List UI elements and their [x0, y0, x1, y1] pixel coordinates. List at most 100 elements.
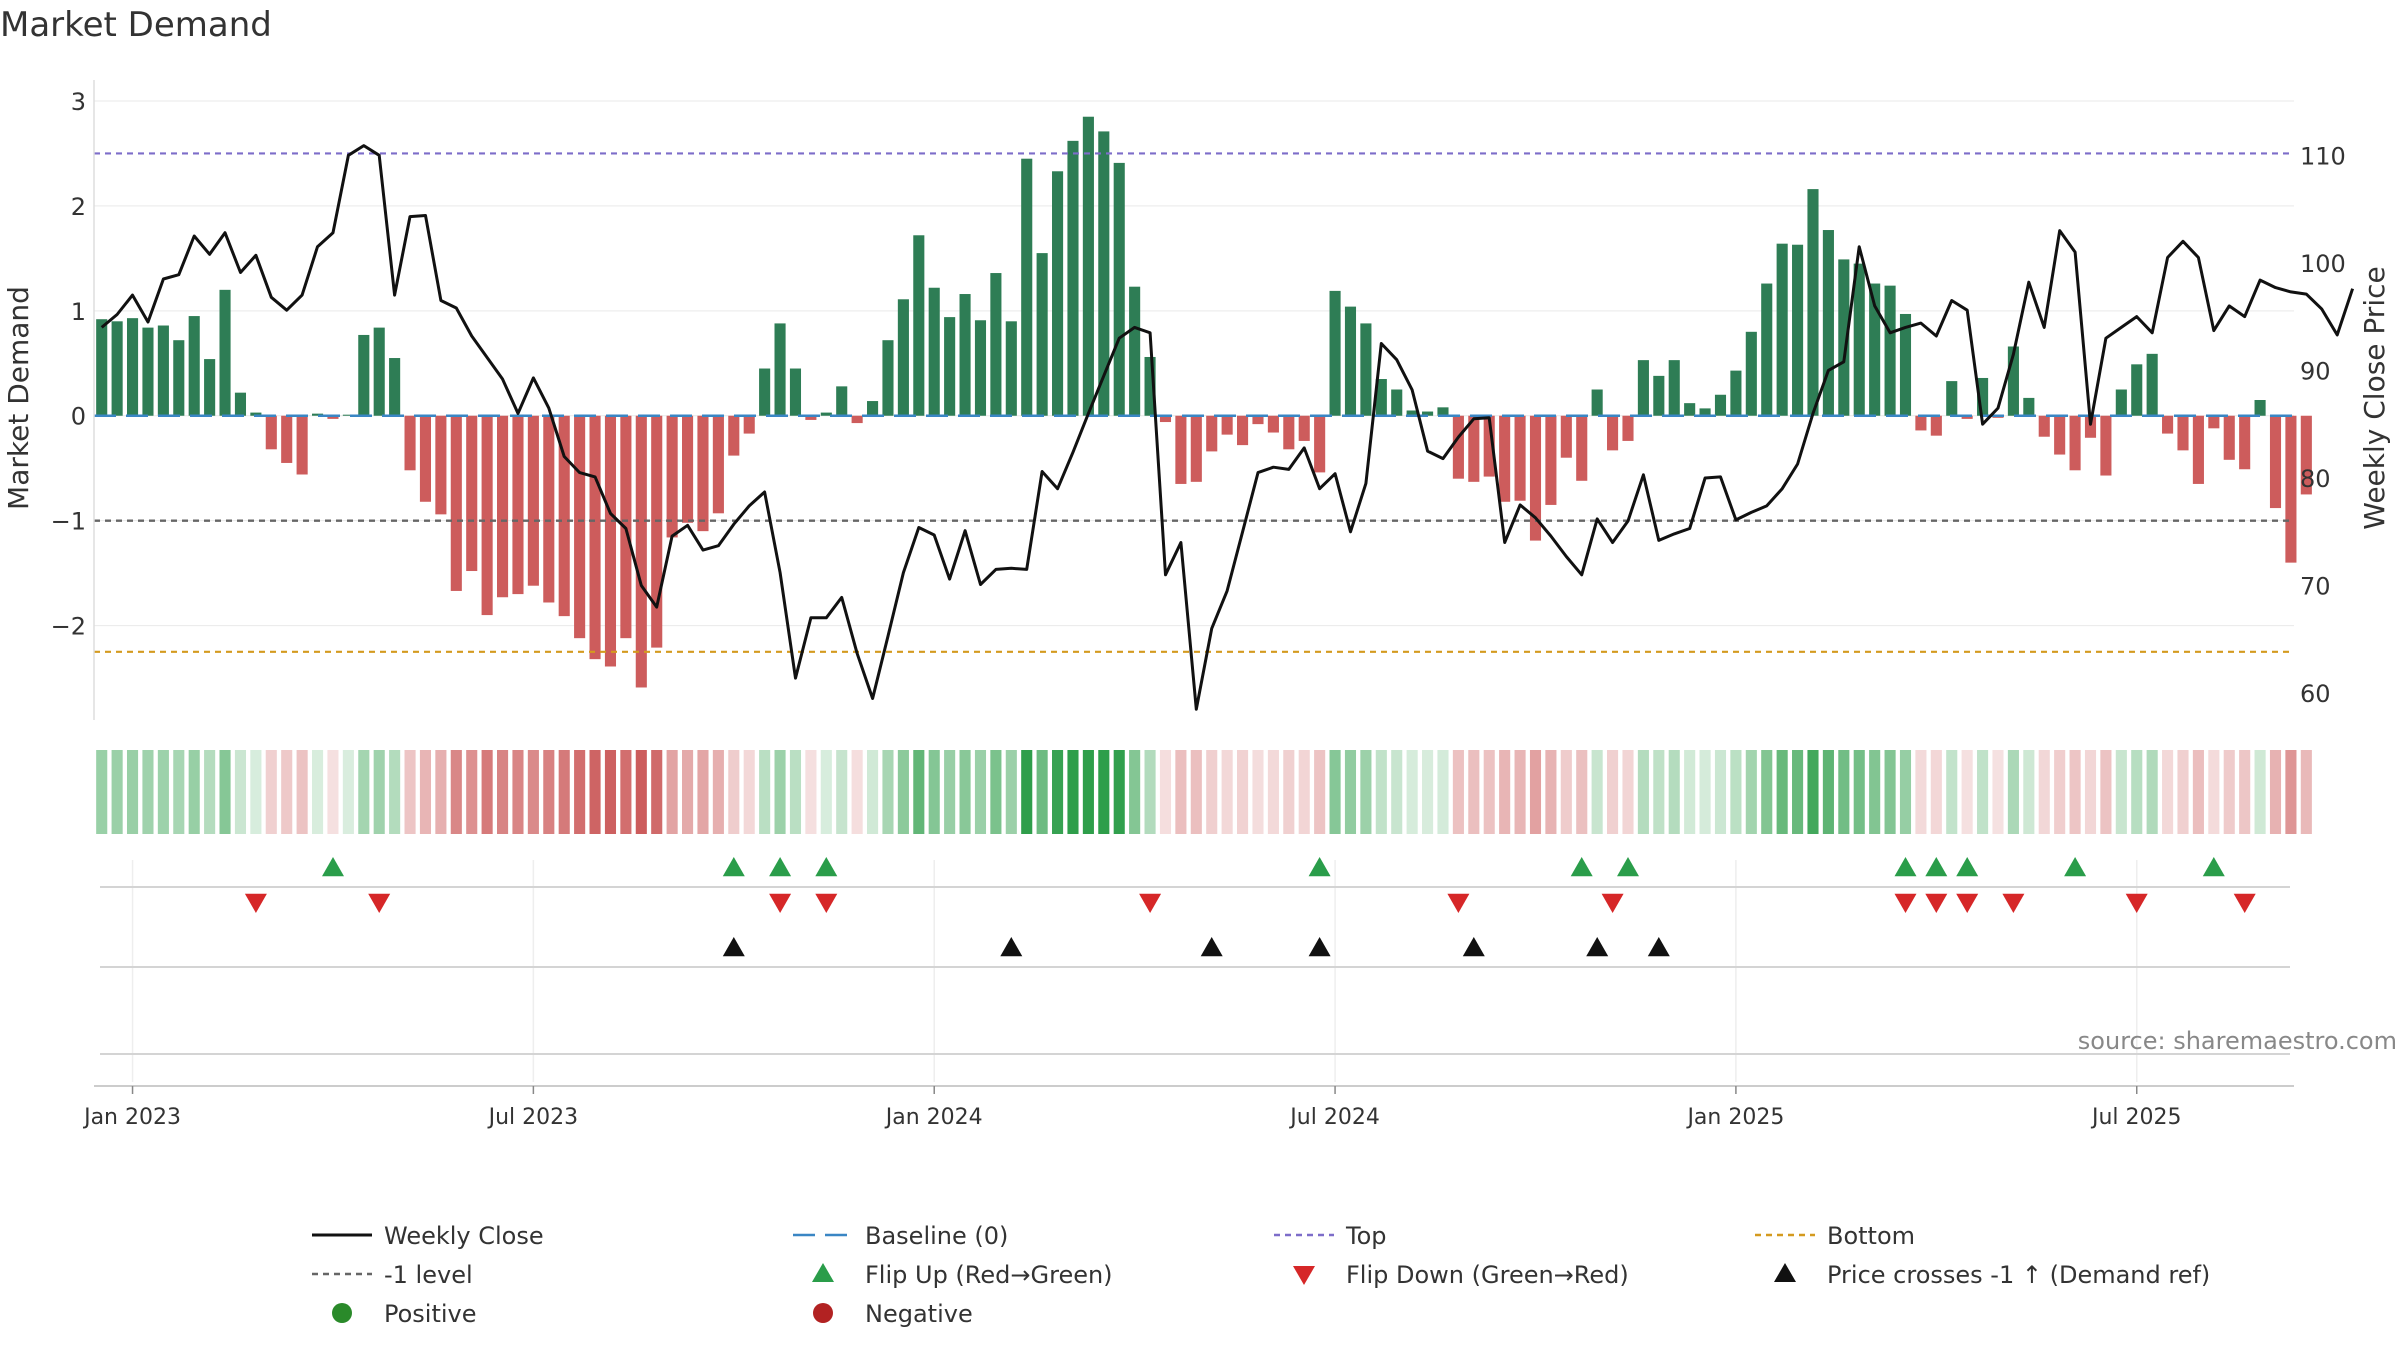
demand-bar [836, 386, 848, 416]
heatstrip-cell [1514, 750, 1526, 834]
heatstrip-cell [1329, 750, 1341, 834]
heatstrip-cell [1529, 750, 1542, 834]
demand-bar [1869, 283, 1881, 416]
demand-bar [2038, 415, 2050, 437]
demand-bar [604, 415, 617, 667]
demand-bar [1344, 306, 1357, 416]
price-layer [100, 144, 2355, 711]
heatstrip-cell [666, 750, 678, 834]
legend-label: Price crosses -1 ↑ (Demand ref) [1827, 1261, 2210, 1289]
heatstrip-cell [836, 750, 848, 834]
demand-bar [1175, 415, 1187, 484]
flip-down-marker [1601, 893, 1624, 913]
demand-bar [820, 412, 832, 416]
demand-bar [1391, 389, 1403, 416]
price-cross-marker [1000, 937, 1023, 957]
heatstrip-cell [1668, 750, 1680, 834]
demand-bar [373, 327, 385, 416]
heatstrip-cell [312, 750, 324, 834]
heatstrip-cell [1052, 750, 1064, 834]
legend-item-negative: Negative [813, 1300, 973, 1328]
legend-label: Baseline (0) [865, 1222, 1008, 1250]
x-axis: Jan 2023 Jul 2023 Jan 2024 Jul 2024 Jan 2025… [82, 1086, 2182, 1130]
heatstrip-cell [1499, 750, 1511, 834]
demand-bar [111, 321, 123, 416]
heatstrip-cell [1098, 750, 1110, 834]
heatstrip-cell [728, 750, 740, 834]
heatstrip-cell [373, 750, 385, 834]
demand-bar [312, 413, 324, 416]
demand-bar [2254, 400, 2266, 416]
heatstrip-cell [2239, 750, 2251, 834]
demand-bar [759, 368, 771, 416]
legend-item-top: Top [1274, 1222, 1387, 1250]
legend-label: Top [1345, 1222, 1387, 1250]
flip-up-marker [1956, 857, 1979, 877]
heatstrip-cell [697, 750, 709, 834]
demand-bar [1129, 286, 1141, 416]
heatstrip-cell [1159, 750, 1172, 834]
demand-bar [1468, 415, 1480, 482]
heatstrip-cell [1468, 750, 1480, 834]
legend-swatch [1293, 1266, 1315, 1285]
heatstrip-cell [1869, 750, 1881, 834]
heatstrip-cell [1622, 750, 1634, 834]
demand-bar [2007, 346, 2019, 416]
y-right-tick-label: 100 [2300, 250, 2346, 278]
heatstrip-cell [759, 750, 771, 834]
heatstrip-cell [882, 750, 894, 834]
heatstrip-cell [111, 750, 123, 834]
y-right-tick-label: 70 [2300, 573, 2331, 601]
heatstrip-cell [1082, 750, 1094, 834]
demand-bar [867, 401, 879, 416]
weekly-close-line [100, 144, 2355, 711]
heatstrip-cell [1930, 750, 1942, 834]
heatstrip-cell [1591, 750, 1603, 834]
heatstrip-cell [188, 750, 200, 834]
heatstrip-cell [774, 750, 786, 834]
demand-bar [697, 415, 709, 532]
demand-bar [1082, 116, 1094, 416]
demand-bar [1761, 283, 1773, 416]
heatstrip-cell [1422, 750, 1434, 834]
heatstrip-cell [1776, 750, 1788, 834]
demand-bar [712, 415, 724, 514]
legend-swatch [812, 1263, 834, 1282]
demand-bar [1699, 408, 1711, 416]
demand-bar [1745, 331, 1757, 416]
y-right-tick-label: 110 [2300, 142, 2346, 170]
demand-bar [2300, 415, 2312, 495]
demand-bar [574, 415, 586, 639]
heatstrip-cell [682, 750, 694, 834]
demand-bar [342, 414, 354, 416]
demand-bar [666, 415, 678, 538]
demand-bar [682, 415, 694, 523]
heatstrip-cell [2162, 750, 2174, 834]
flip-up-marker [1570, 857, 1593, 877]
demand-bar [265, 415, 277, 450]
demand-bar [2146, 353, 2158, 416]
demand-bar [928, 287, 940, 416]
heatstrip-cell [2285, 750, 2297, 834]
flip-up-marker [322, 857, 344, 877]
heatstrip-cell [1899, 750, 1912, 834]
demand-bar [789, 368, 802, 416]
demand-bar [2223, 415, 2235, 460]
heatstrip-cell [944, 750, 956, 834]
heatstrip-cell [1344, 750, 1357, 834]
heatstrip-cell [296, 750, 308, 834]
x-tick-label: Jul 2025 [2090, 1105, 2182, 1130]
demand-bar [913, 235, 925, 416]
heatstrip-cell [1360, 750, 1372, 834]
demand-bar [1483, 415, 1495, 477]
source-note: source: sharemaestro.com [2078, 1027, 2397, 1055]
demand-bar [1714, 394, 1727, 416]
demand-bar [1946, 381, 1958, 416]
demand-bar [1792, 244, 1804, 416]
demand-bar [157, 325, 169, 416]
heatstrip-cell [1560, 750, 1572, 834]
demand-bar [527, 415, 539, 586]
heatstrip-cell [543, 750, 555, 834]
heatstrip-cell [974, 750, 987, 834]
